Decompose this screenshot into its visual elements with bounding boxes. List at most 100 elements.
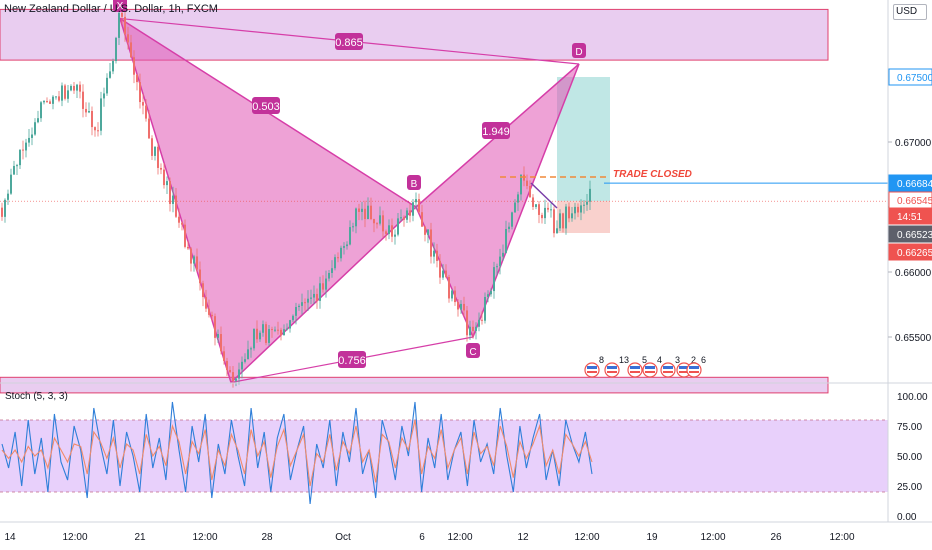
candle-body <box>454 290 456 303</box>
event-count: 2 <box>691 355 696 365</box>
candle-body <box>469 326 471 336</box>
price-badge-label: 0.66545 <box>897 196 932 207</box>
candle-body <box>418 199 420 213</box>
price-tick-label: 0.65500 <box>895 333 932 344</box>
candle-body <box>274 329 276 331</box>
candle-body <box>544 207 546 219</box>
candle-body <box>499 256 501 267</box>
time-tick-label: 12:00 <box>192 532 217 543</box>
candle-body <box>496 266 498 268</box>
symbol-title: New Zealand Dollar / U.S. Dollar, 1h, FX… <box>4 3 218 15</box>
candle-body <box>103 93 105 99</box>
candle-body <box>82 91 84 109</box>
event-flag-icon <box>642 362 658 378</box>
candle-body <box>439 260 441 278</box>
price-badge <box>888 243 932 261</box>
currency-button[interactable]: USD <box>893 4 927 20</box>
candle-body <box>13 165 15 175</box>
event-flag-stripe <box>679 366 689 369</box>
candle-body <box>223 351 225 361</box>
candle-body <box>259 332 261 340</box>
candle-body <box>91 110 93 128</box>
candle-body <box>52 96 54 104</box>
candle-body <box>379 215 381 224</box>
candle-body <box>208 308 210 315</box>
candle-body <box>79 84 81 92</box>
candle-body <box>106 77 108 94</box>
candle-body <box>529 185 531 198</box>
candle-body <box>169 181 171 204</box>
trade-closed-label: TRADE CLOSED <box>613 169 692 180</box>
candle-body <box>19 149 21 166</box>
candle-body <box>538 204 540 215</box>
candle-body <box>181 222 183 225</box>
stoch-tick-label: 50.00 <box>897 452 922 463</box>
candle-body <box>154 146 156 156</box>
candle-body <box>241 361 243 370</box>
event-flag-icon <box>660 362 676 378</box>
candle-body <box>166 181 168 186</box>
stoch-pane <box>0 401 888 505</box>
candle-body <box>124 16 126 35</box>
price-badge-label: 0.67500 <box>897 73 932 84</box>
candle-body <box>565 206 567 229</box>
time-tick-label: 12:00 <box>700 532 725 543</box>
candle-body <box>22 149 24 151</box>
candle-body <box>109 71 111 78</box>
candle-body <box>211 314 213 317</box>
candle-body <box>244 359 246 362</box>
event-flag-stripe <box>607 371 617 373</box>
candle-body <box>268 329 270 343</box>
candle-body <box>481 319 483 321</box>
point-b-label-bg <box>407 175 421 190</box>
candle-body <box>295 307 297 316</box>
price-badge <box>888 225 932 243</box>
candle-body <box>58 96 60 101</box>
stoch-d-line <box>1 419 593 487</box>
candle-body <box>250 348 252 350</box>
pattern-triangle-bcd <box>415 63 580 339</box>
candle-body <box>367 205 369 220</box>
event-flag-stripe <box>645 366 655 369</box>
candle-body <box>178 216 180 223</box>
candle-body <box>304 302 306 304</box>
event-flag-stripe <box>663 366 673 369</box>
candle-body <box>307 298 309 303</box>
candle-body <box>385 231 387 234</box>
time-tick-label: 28 <box>261 532 273 543</box>
candle-body <box>358 208 360 212</box>
time-tick-label: 12 <box>517 532 529 543</box>
candle-body <box>28 137 30 143</box>
candle-body <box>235 378 237 381</box>
candle-body <box>394 234 396 237</box>
candle-body <box>388 225 390 234</box>
candle-body <box>34 122 36 135</box>
candle-body <box>535 204 537 207</box>
candle-body <box>67 90 69 99</box>
candle-body <box>139 82 141 103</box>
candle-body <box>571 213 573 219</box>
candle-body <box>40 102 42 119</box>
ratio-ac-label-bg <box>338 351 366 368</box>
candle-body <box>283 329 285 336</box>
point-x-label: X <box>117 1 124 12</box>
candle-body <box>202 283 204 298</box>
candle-body <box>163 169 165 186</box>
candle-body <box>37 118 39 123</box>
candle-body <box>424 226 426 235</box>
price-badge-label: 0.66684 <box>897 179 932 190</box>
candle-body <box>247 349 249 360</box>
candle-body <box>301 302 303 306</box>
ratio-xab-label: 0.503 <box>252 101 280 113</box>
candle-body <box>403 217 405 220</box>
candle-body <box>286 328 288 330</box>
event-flag-stripe <box>689 366 699 369</box>
candle-body <box>88 110 90 113</box>
candle-body <box>337 257 339 259</box>
candle-body <box>400 217 402 219</box>
candle-body <box>415 199 417 203</box>
stoch-tick-label: 75.00 <box>897 422 922 433</box>
time-tick-label: 21 <box>134 532 146 543</box>
point-d-label-bg <box>572 43 586 58</box>
